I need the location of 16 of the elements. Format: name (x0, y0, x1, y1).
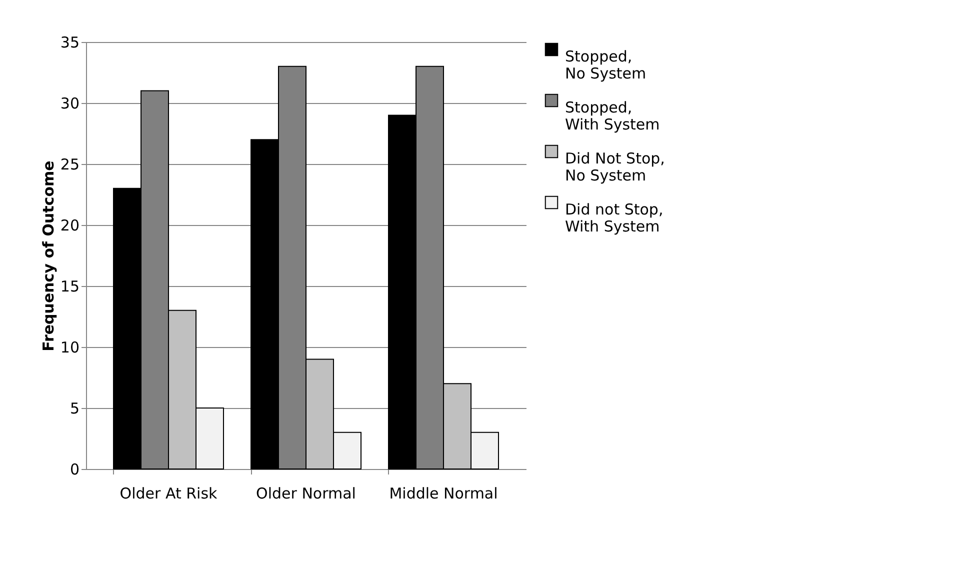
x-tick-label: Middle Normal (389, 484, 498, 502)
y-tick-label: 15 (60, 278, 80, 296)
legend-label: Stopped, With System (565, 98, 660, 134)
y-tick-label: 25 (60, 156, 80, 174)
x-tick-label: Older Normal (256, 484, 356, 502)
y-tick-label: 30 (60, 94, 80, 112)
x-tick-label: Older At Risk (120, 484, 218, 502)
y-tick-label: 0 (70, 460, 80, 478)
legend-label: Did not Stop, With System (565, 200, 664, 236)
y-tick-label: 20 (60, 216, 80, 234)
y-tick-label: 5 (70, 400, 80, 418)
y-tick-label: 10 (60, 338, 80, 356)
legend-label: Did Not Stop, No System (565, 150, 665, 184)
legend-label: Stopped, No System (565, 48, 646, 82)
y-axis-title: Frequency of Outcome (39, 160, 58, 352)
y-tick-label: 35 (60, 34, 80, 52)
